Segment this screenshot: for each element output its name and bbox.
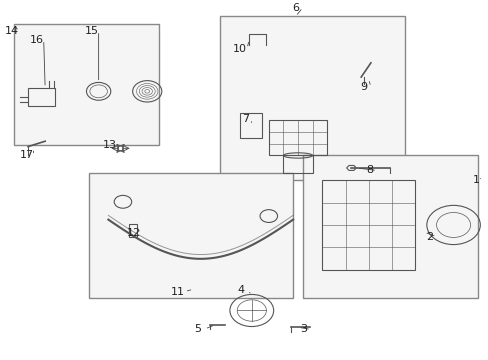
Bar: [89, 173, 292, 298]
Bar: [14, 24, 159, 145]
Text: 4: 4: [237, 285, 244, 295]
Bar: [302, 156, 477, 298]
Text: 7: 7: [242, 114, 248, 124]
Text: 14: 14: [5, 26, 19, 36]
Text: 3: 3: [300, 324, 306, 334]
Text: 5: 5: [193, 324, 201, 334]
Bar: [283, 156, 312, 173]
Text: 13: 13: [102, 140, 116, 150]
Text: 2: 2: [425, 232, 432, 242]
Text: 1: 1: [471, 175, 478, 185]
Text: 17: 17: [20, 150, 34, 161]
Text: 6: 6: [291, 3, 299, 13]
Bar: [128, 224, 136, 237]
Bar: [239, 113, 261, 138]
Text: 12: 12: [126, 228, 141, 238]
Text: 15: 15: [84, 26, 98, 36]
Text: 8: 8: [366, 166, 373, 175]
Bar: [268, 120, 326, 156]
Text: 16: 16: [29, 35, 43, 45]
Text: 9: 9: [359, 82, 366, 92]
Text: 11: 11: [170, 287, 184, 297]
Bar: [220, 17, 404, 180]
Text: 10: 10: [232, 44, 246, 54]
